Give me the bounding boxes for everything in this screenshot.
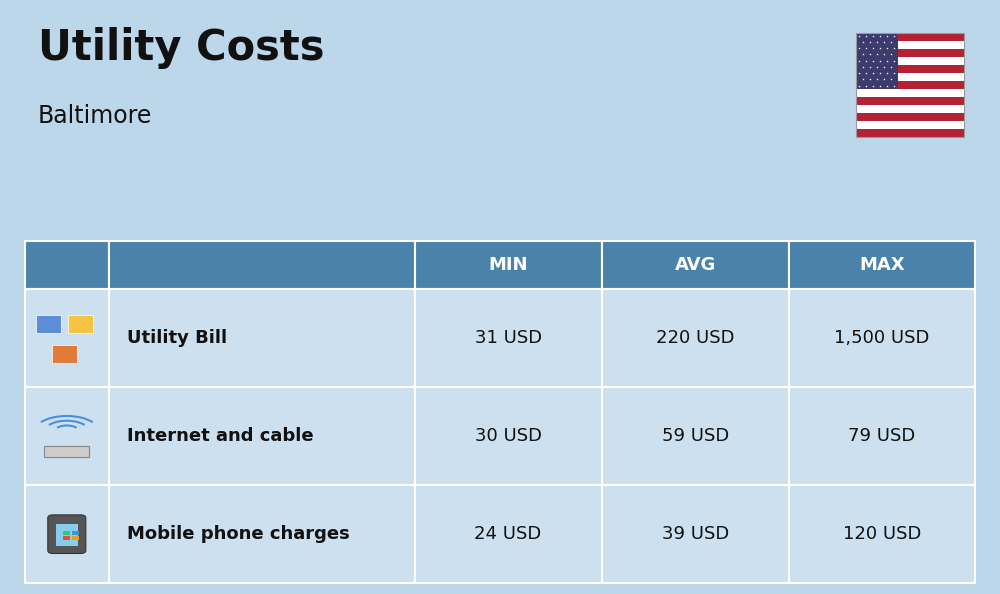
Text: 79 USD: 79 USD [848,427,916,445]
Text: 39 USD: 39 USD [662,525,729,543]
Text: MAX: MAX [859,255,905,274]
Text: 24 USD: 24 USD [474,525,542,543]
Text: AVG: AVG [675,255,716,274]
Bar [856,72,964,81]
Bar [602,387,789,485]
Bar [25,241,109,289]
Bar [44,446,89,457]
Bar [68,315,93,333]
Bar [56,524,78,546]
Text: Utility Costs: Utility Costs [38,27,324,69]
Text: Baltimore: Baltimore [38,104,152,128]
Bar [72,536,79,540]
Bar [856,81,964,89]
Bar [856,65,964,72]
Bar [856,33,964,40]
Text: 120 USD: 120 USD [843,525,921,543]
Bar [856,105,964,113]
Bar [415,485,602,583]
Bar [602,289,789,387]
Bar [856,89,964,97]
Text: MIN: MIN [488,255,528,274]
Bar [602,485,789,583]
Bar [856,49,964,56]
Bar [602,241,789,289]
Bar [856,40,964,49]
Bar [109,241,415,289]
Bar [25,387,109,485]
Bar [856,113,964,121]
Bar [415,241,602,289]
Bar [25,289,109,387]
Text: Mobile phone charges: Mobile phone charges [127,525,350,543]
Text: Utility Bill: Utility Bill [127,328,227,347]
Bar [25,485,109,583]
Bar [36,315,61,333]
Bar [63,530,70,535]
Bar [856,97,964,105]
FancyBboxPatch shape [48,515,86,554]
Bar [109,387,415,485]
Bar [415,387,602,485]
Text: 59 USD: 59 USD [662,427,729,445]
Text: 31 USD: 31 USD [475,328,542,347]
Bar [789,485,975,583]
Bar [63,536,70,540]
Bar [856,56,964,65]
Bar [789,241,975,289]
Bar [856,129,964,137]
Bar [52,345,77,363]
Text: 220 USD: 220 USD [656,328,734,347]
Bar [856,33,964,137]
Bar [415,289,602,387]
Bar [109,289,415,387]
Text: 1,500 USD: 1,500 USD [834,328,930,347]
Bar [72,530,79,535]
Text: Internet and cable: Internet and cable [127,427,314,445]
Bar [856,121,964,129]
Bar [109,485,415,583]
Text: 30 USD: 30 USD [475,427,542,445]
Bar [789,289,975,387]
Bar [856,33,898,89]
Bar [789,387,975,485]
